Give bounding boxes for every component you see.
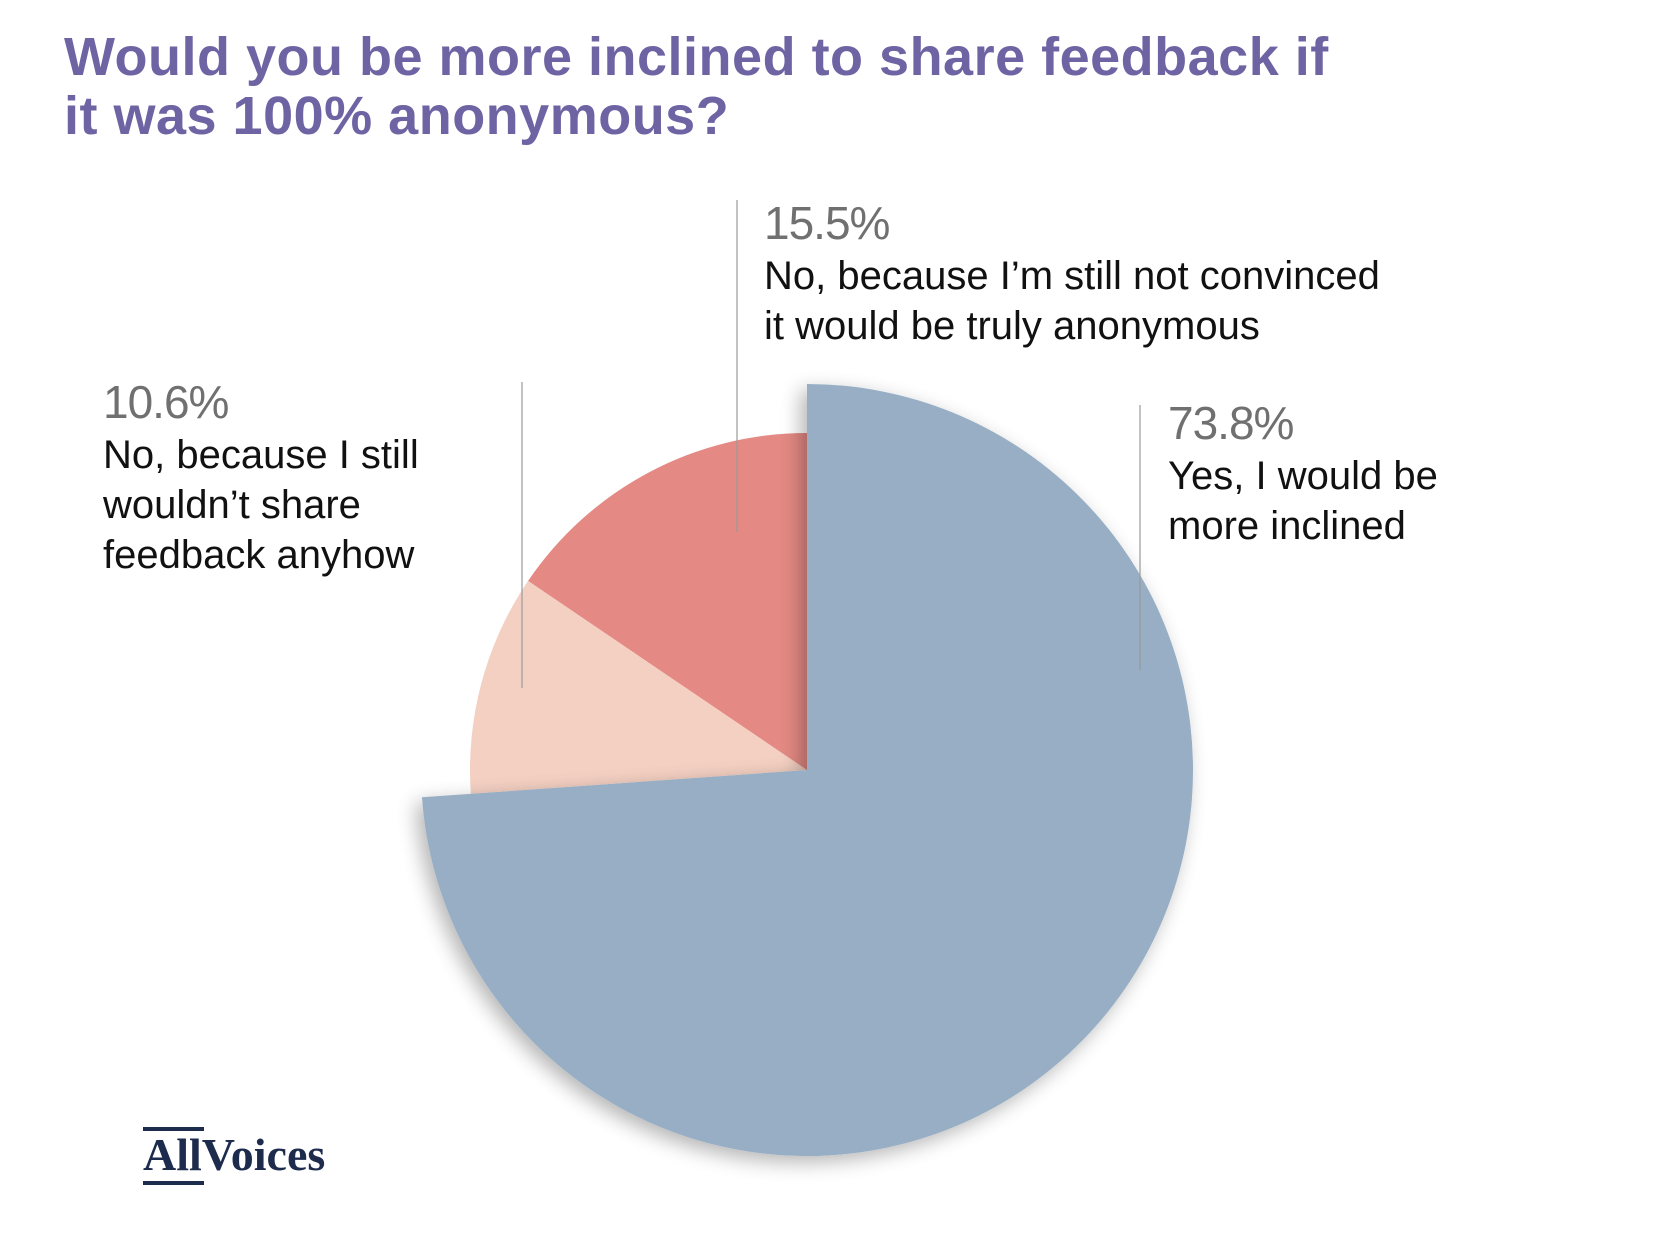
slice-label-yes: 73.8% Yes, I would be more inclined [1168, 396, 1438, 551]
logo-part-voices: Voices [201, 1129, 326, 1180]
allvoices-logo: AllVoices [143, 1127, 326, 1185]
slice-category-yes: Yes, I would be more inclined [1168, 451, 1438, 551]
chart-title: Would you be more inclined to share feed… [64, 27, 1544, 147]
pie-slice-yes [421, 384, 1194, 1156]
slice-category-line: wouldn’t share [103, 483, 361, 528]
slice-percent-wouldnt-share: 10.6% [103, 376, 229, 428]
logo-part-all: All [143, 1127, 204, 1185]
slice-category-line: more inclined [1168, 504, 1406, 549]
slice-label-wouldnt-share: 10.6% No, because I still wouldn’t share… [103, 375, 419, 580]
slice-category-line: No, because I’m still not convinced [764, 254, 1380, 299]
slice-percent-not-convinced: 15.5% [764, 197, 890, 249]
slice-category-line: it would be truly anonymous [764, 304, 1260, 349]
slice-category-line: Yes, I would be [1168, 454, 1438, 499]
slice-category-line: No, because I still [103, 433, 419, 478]
chart-title-line-2: it was 100% anonymous? [64, 86, 730, 147]
slice-category-not-convinced: No, because I’m still not convinced it w… [764, 251, 1380, 351]
slice-category-wouldnt-share: No, because I still wouldn’t share feedb… [103, 430, 419, 580]
chart-title-line-1: Would you be more inclined to share feed… [64, 27, 1329, 87]
slice-label-not-convinced: 15.5% No, because I’m still not convince… [764, 196, 1380, 351]
slice-percent-yes: 73.8% [1168, 397, 1294, 449]
pie-slice-wouldnt-share [469, 580, 807, 794]
slice-category-line: feedback anyhow [103, 533, 415, 578]
